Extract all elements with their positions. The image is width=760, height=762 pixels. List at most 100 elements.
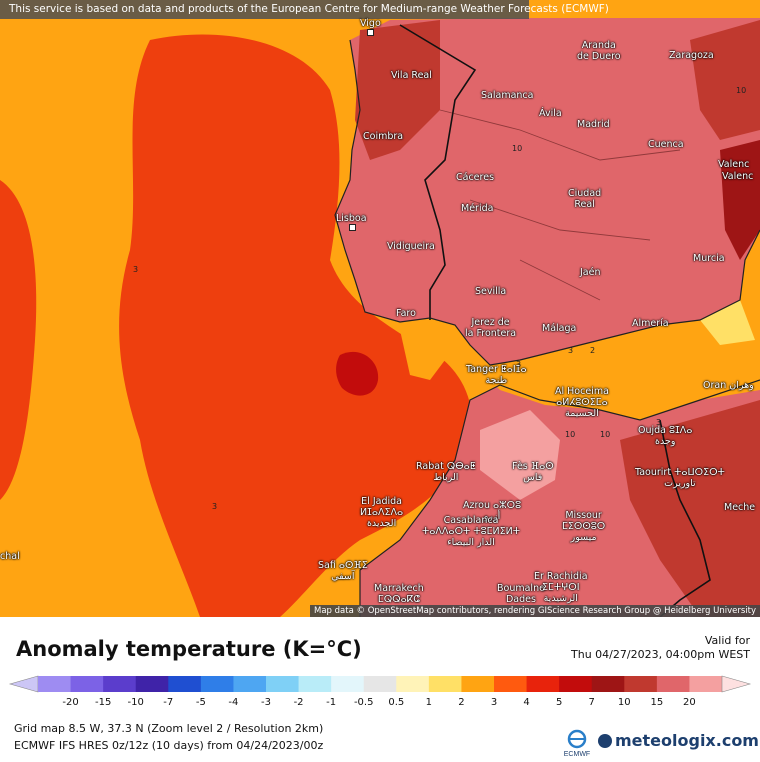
contour-label: 2 [590, 346, 596, 355]
city-boumalne: Boumalne Dades [497, 583, 545, 605]
scale-tick-label: 3 [490, 697, 498, 708]
city-taourirt: Taourirt ⵜⴰⵡⵔⵉⵔⵜ تاوريرت [635, 467, 725, 489]
contour-label: 10 [565, 430, 576, 439]
contour-label: 3 [516, 360, 522, 369]
city-salamanca: Salamanca [481, 90, 534, 101]
scale-tick-label: -1 [326, 697, 337, 708]
city-vidigueira: Vidigueira [387, 241, 435, 252]
city-madrid: Madrid [577, 119, 610, 130]
valid-time-block: Valid for Thu 04/27/2023, 04:00pm WEST [571, 634, 750, 662]
scale-swatch [559, 676, 593, 692]
scale-tick-label: -20 [62, 697, 79, 708]
region-borders [439, 109, 681, 301]
city-zaragoza: Zaragoza [669, 50, 714, 61]
ecmwf-logo[interactable]: ECMWF [560, 728, 594, 758]
scale-swatch [363, 676, 397, 692]
scale-tick-label: -3 [261, 697, 271, 708]
city-coimbra: Coimbra [363, 131, 404, 142]
meteologix-icon [598, 734, 612, 748]
contour-label: 3 [212, 502, 218, 511]
scale-arrow-low [8, 675, 39, 693]
contour-label: 3 [656, 418, 662, 427]
city-valencia-2: Valenc [722, 171, 754, 182]
city-jaen: Jaén [580, 267, 601, 278]
map-title: Anomaly temperature (K=°C) [16, 637, 362, 661]
anomaly-3-4-ocean [119, 34, 473, 617]
color-scale-ticks: -20 -15 -10 -7 -5 -4 -3 -2 -1 -0.5 0.5 1 2 3 4 5 7 10 15 20 [0, 697, 760, 711]
anomaly-10-east [720, 140, 760, 260]
anomaly-10-15-nw [355, 20, 440, 160]
scale-tick-label: -5 [195, 697, 206, 708]
scale-swatch [38, 676, 72, 692]
scale-tick-label: 2 [458, 697, 465, 708]
anomaly-2-3-alboran [480, 300, 760, 415]
city-jerez: Jerez de la Frontera [465, 317, 517, 339]
city-errachidia: Er Rachidia ⵉⵎⵜⵖⵔⵏ الرشيدية [534, 571, 588, 604]
city-tanger: Tanger ⵟⴰⵏⵊⴰ طنجة [466, 364, 527, 386]
scale-tick-label: 7 [588, 697, 595, 708]
anomaly-5-7-patch [336, 351, 379, 396]
anomaly-3-4-west [0, 180, 37, 500]
ecmwf-logo-icon: ECMWF [564, 729, 590, 758]
meteologix-text: meteologix.com [615, 731, 759, 750]
city-marker [367, 29, 374, 36]
color-scale [8, 675, 752, 693]
scale-swatch [266, 676, 300, 692]
morocco-algeria-border [659, 419, 711, 617]
city-fes: Fès ⴼⴰⵙ فاس [512, 461, 554, 483]
scale-swatch [624, 676, 658, 692]
city-casablanca: Casablanca ⵜⴰⴷⴷⴰⵔⵜ ⵜⵓⵎⵍⵉⵍⵜ الدار البيضاء [422, 515, 521, 548]
city-merida: Mérida [461, 203, 494, 214]
city-murcia: Murcia [693, 253, 725, 264]
portugal-spain-border [399, 24, 477, 320]
map-attribution[interactable]: Map data © OpenStreetMap contributors, r… [310, 605, 760, 617]
city-rabat: Rabat ⵕⴱⴰⵟ الرباط [416, 461, 476, 483]
scale-tick-label: 0.5 [388, 697, 405, 708]
scale-tick-label: 15 [650, 697, 664, 708]
city-avila: Ávila [539, 108, 562, 119]
contour-label: 10 [600, 430, 611, 439]
city-oran: Oran وهران [703, 380, 754, 391]
scale-swatch [70, 676, 104, 692]
iberia-land-anomaly [335, 18, 760, 365]
city-vila-real: Vila Real [391, 70, 432, 81]
city-caceres: Cáceres [456, 172, 495, 183]
contour-label: 3 [568, 346, 574, 355]
scale-tick-label: -2 [293, 697, 304, 708]
city-valencia: Valenc [718, 159, 750, 170]
city-malaga: Málaga [542, 323, 577, 334]
ecmwf-banner: This service is based on data and produc… [0, 0, 609, 19]
iberia-coastline [334, 39, 760, 366]
city-ciudad-real: Ciudad Real [568, 188, 602, 210]
valid-time: Thu 04/27/2023, 04:00pm WEST [571, 648, 750, 661]
city-marker [349, 224, 356, 231]
scale-tick-label: 4 [523, 697, 530, 708]
scale-arrow-high [721, 675, 752, 693]
anomaly-10-15-algeria [620, 400, 760, 617]
anomaly-15-20-morocco [480, 410, 560, 500]
city-meche: Meche [724, 502, 756, 513]
city-lisboa: Lisboa [336, 213, 367, 224]
city-chal: chal [0, 551, 20, 562]
scale-swatch [168, 676, 202, 692]
anomaly-field [0, 18, 760, 617]
ecmwf-logo-text: ECMWF [564, 751, 590, 758]
anomaly-1-2-spot [700, 300, 755, 345]
forecast-map[interactable]: This service is based on data and produc… [0, 0, 760, 617]
scale-swatch [591, 676, 625, 692]
city-sevilla: Sevilla [475, 286, 507, 297]
meteologix-logo[interactable]: meteologix.com [598, 731, 759, 750]
scale-tick-label: 5 [555, 697, 563, 708]
city-oujda: Oujda ⵓⵊⴷⴰ وجدة [638, 425, 693, 447]
scale-tick-label: 20 [683, 697, 696, 708]
scale-swatch [689, 676, 723, 692]
city-almeria: Almería [632, 318, 669, 329]
valid-label: Valid for [704, 634, 750, 647]
grid-info: Grid map 8.5 W, 37.3 N (Zoom level 2 / R… [14, 722, 324, 735]
contour-label: 10 [736, 86, 747, 95]
city-cuenca: Cuenca [648, 139, 684, 150]
city-eljadida: El Jadida ⵍⵊⴰⴷⵉⴷⴰ الجديدة [360, 496, 404, 529]
city-safi: Safi ⴰⵙⴼⵉ آسفي [318, 560, 368, 582]
city-azrou: Azrou ⴰⵣⵔⵓ أزرو [463, 500, 522, 522]
scale-tick-label: 1 [425, 697, 433, 708]
